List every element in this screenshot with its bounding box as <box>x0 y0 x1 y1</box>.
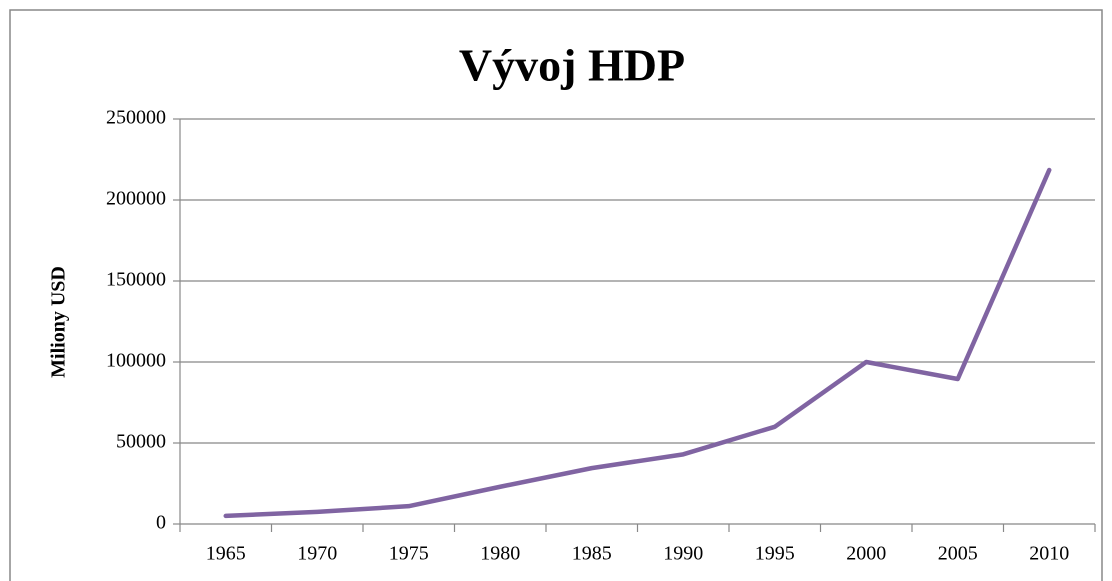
x-tick-label: 1965 <box>206 543 246 565</box>
y-axis-label: Miliony USD <box>48 266 70 378</box>
data-line <box>223 167 1052 519</box>
x-tick-label: 1970 <box>297 543 337 565</box>
x-tick-label: 1975 <box>389 543 429 565</box>
x-tick-label: 2005 <box>938 543 978 565</box>
y-tick-label: 100000 <box>106 350 166 372</box>
x-tick-label: 2000 <box>846 543 886 565</box>
y-tick-label: 150000 <box>106 269 166 291</box>
chart-title: Vývoj HDP <box>459 40 685 91</box>
chart-frame <box>9 9 1103 581</box>
x-tick-label: 1985 <box>572 543 612 565</box>
y-tick-label: 0 <box>156 512 166 534</box>
x-tick-label: 2010 <box>1029 543 1069 565</box>
y-tick-label: 250000 <box>106 107 166 129</box>
x-tick-label: 1980 <box>480 543 520 565</box>
x-tick-label: 1995 <box>755 543 795 565</box>
y-tick-label: 50000 <box>116 431 166 453</box>
y-tick-label: 200000 <box>106 188 166 210</box>
x-tick-label: 1990 <box>663 543 703 565</box>
